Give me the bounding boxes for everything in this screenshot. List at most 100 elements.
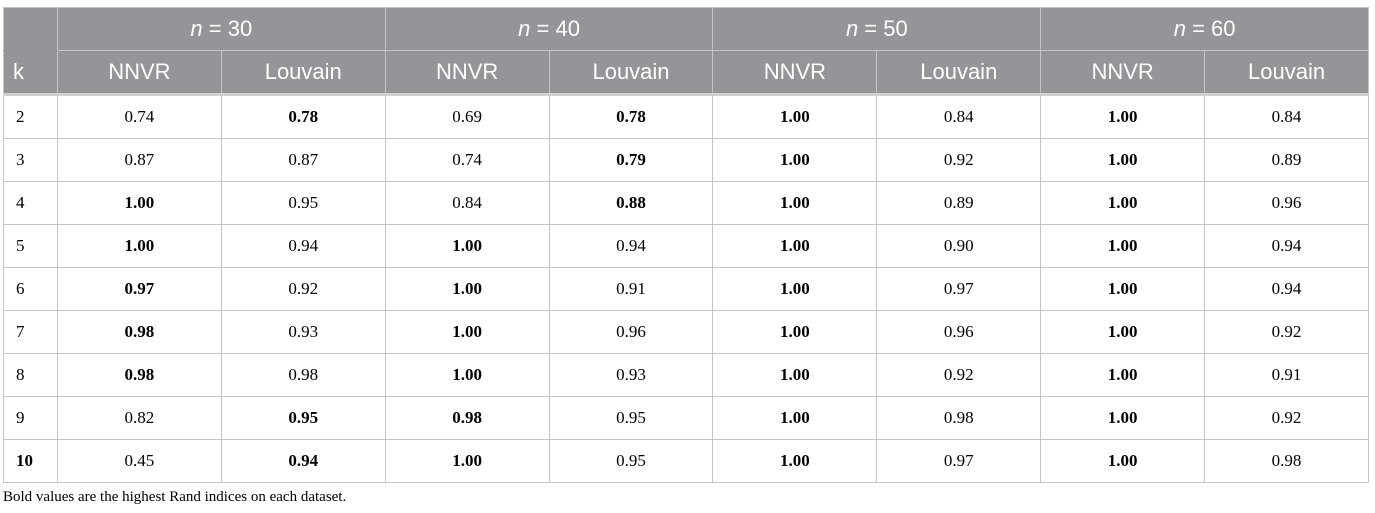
rand-index-cell: 0.92 — [1204, 310, 1369, 354]
k-value-cell: 5 — [3, 224, 58, 268]
k-value-cell: 8 — [3, 353, 58, 397]
k-value-cell: 9 — [3, 396, 58, 440]
rand-index-cell: 1.00 — [712, 181, 878, 225]
rand-index-cell: 1.00 — [384, 353, 550, 397]
rand-index-cell: 0.87 — [56, 138, 222, 182]
rand-index-cell: 0.94 — [220, 439, 386, 483]
table-row: 5 1.00 0.94 1.00 0.94 1.00 0.90 1.00 0.94 — [3, 224, 1369, 268]
table-row: 2 0.74 0.78 0.69 0.78 1.00 0.84 1.00 0.84 — [3, 94, 1369, 139]
rand-index-cell: 0.87 — [220, 138, 386, 182]
rand-index-cell: 0.96 — [876, 310, 1042, 354]
rand-index-cell: 0.74 — [384, 138, 550, 182]
rand-index-cell: 1.00 — [712, 267, 878, 311]
rand-index-cell: 1.00 — [384, 439, 550, 483]
rand-index-cell: 0.78 — [220, 94, 386, 139]
k-column-header: k — [3, 50, 58, 96]
group-header-row: n = 30 n = 40 n = 50 n = 60 — [3, 7, 1369, 51]
table-header: n = 30 n = 40 n = 50 n = 60 k NNVR Louva… — [3, 7, 1369, 96]
method-header-row: k NNVR Louvain NNVR Louvain NNVR Louvain… — [3, 50, 1369, 96]
rand-index-cell: 1.00 — [712, 224, 878, 268]
group-var: n — [190, 16, 203, 41]
rand-index-cell: 0.97 — [876, 439, 1042, 483]
rand-index-cell: 1.00 — [56, 224, 222, 268]
rand-index-cell: 1.00 — [384, 310, 550, 354]
method-header-louvain: Louvain — [548, 50, 714, 96]
rand-index-cell: 0.95 — [548, 439, 714, 483]
rand-index-cell: 1.00 — [1040, 138, 1206, 182]
rand-index-cell: 0.96 — [548, 310, 714, 354]
rand-index-cell: 1.00 — [1040, 267, 1206, 311]
rand-index-cell: 0.88 — [548, 181, 714, 225]
rand-index-cell: 1.00 — [384, 267, 550, 311]
k-value-cell: 4 — [3, 181, 58, 225]
rand-index-cell: 1.00 — [712, 310, 878, 354]
table-row: 7 0.98 0.93 1.00 0.96 1.00 0.96 1.00 0.92 — [3, 310, 1369, 354]
table-row: 3 0.87 0.87 0.74 0.79 1.00 0.92 1.00 0.89 — [3, 138, 1369, 182]
rand-index-cell: 0.93 — [220, 310, 386, 354]
rand-index-cell: 0.98 — [56, 310, 222, 354]
rand-index-cell: 1.00 — [712, 94, 878, 139]
rand-index-cell: 0.98 — [876, 396, 1042, 440]
rand-index-cell: 0.84 — [384, 181, 550, 225]
method-header-louvain: Louvain — [876, 50, 1042, 96]
k-value-cell: 3 — [3, 138, 58, 182]
group-header-n50: n = 50 — [712, 7, 1042, 51]
rand-index-cell: 0.79 — [548, 138, 714, 182]
group-value: = 60 — [1185, 16, 1236, 41]
group-header-n60: n = 60 — [1040, 7, 1369, 51]
table-row: 4 1.00 0.95 0.84 0.88 1.00 0.89 1.00 0.96 — [3, 181, 1369, 225]
rand-index-cell: 0.97 — [876, 267, 1042, 311]
method-header-nnvr: NNVR — [56, 50, 222, 96]
rand-index-cell: 0.84 — [876, 94, 1042, 139]
rand-index-cell: 1.00 — [712, 138, 878, 182]
rand-index-cell: 0.94 — [548, 224, 714, 268]
rand-index-cell: 0.45 — [56, 439, 222, 483]
rand-index-cell: 0.94 — [1204, 267, 1369, 311]
method-header-nnvr: NNVR — [1040, 50, 1206, 96]
rand-index-cell: 0.98 — [220, 353, 386, 397]
group-value: = 40 — [530, 16, 580, 41]
table-row: 8 0.98 0.98 1.00 0.93 1.00 0.92 1.00 0.91 — [3, 353, 1369, 397]
rand-index-cell: 0.84 — [1204, 94, 1369, 139]
rand-index-cell: 1.00 — [712, 353, 878, 397]
rand-index-table: n = 30 n = 40 n = 50 n = 60 k NNVR Louva… — [3, 7, 1369, 483]
rand-index-cell: 0.92 — [1204, 396, 1369, 440]
rand-index-cell: 0.92 — [220, 267, 386, 311]
rand-index-cell: 0.69 — [384, 94, 550, 139]
rand-index-cell: 0.89 — [1204, 138, 1369, 182]
rand-index-cell: 0.94 — [220, 224, 386, 268]
rand-index-cell: 1.00 — [712, 396, 878, 440]
group-var: n — [845, 16, 859, 41]
rand-index-cell: 0.97 — [56, 267, 222, 311]
rand-index-cell: 0.95 — [548, 396, 714, 440]
rand-index-cell: 0.89 — [876, 181, 1042, 225]
rand-index-cell: 1.00 — [56, 181, 222, 225]
rand-index-cell: 0.91 — [1204, 353, 1369, 397]
group-var: n — [1173, 16, 1186, 41]
group-value: = 30 — [202, 16, 253, 41]
rand-index-cell: 0.96 — [1204, 181, 1369, 225]
rand-index-cell: 0.92 — [876, 138, 1042, 182]
group-value: = 50 — [858, 16, 908, 41]
table-body: 2 0.74 0.78 0.69 0.78 1.00 0.84 1.00 0.84 3 0.87 0.… — [3, 94, 1369, 483]
rand-index-cell: 0.98 — [1204, 439, 1369, 483]
k-value-cell: 7 — [3, 310, 58, 354]
rand-index-cell: 1.00 — [1040, 94, 1206, 139]
rand-index-cell: 1.00 — [1040, 181, 1206, 225]
rand-index-cell: 0.82 — [56, 396, 222, 440]
rand-index-cell: 0.98 — [56, 353, 222, 397]
rand-index-cell: 0.95 — [220, 181, 386, 225]
method-header-nnvr: NNVR — [384, 50, 550, 96]
rand-index-cell: 0.90 — [876, 224, 1042, 268]
k-value-cell: 6 — [3, 267, 58, 311]
rand-index-cell: 0.78 — [548, 94, 714, 139]
k-value-cell: 2 — [3, 94, 58, 139]
rand-index-cell: 1.00 — [1040, 310, 1206, 354]
rand-index-cell: 0.93 — [548, 353, 714, 397]
rand-index-cell: 1.00 — [384, 224, 550, 268]
table-footnote: Bold values are the highest Rand indices… — [3, 489, 347, 505]
rand-index-cell: 1.00 — [1040, 353, 1206, 397]
method-header-louvain: Louvain — [1204, 50, 1369, 96]
header-corner-cell — [3, 7, 58, 51]
rand-index-cell: 1.00 — [1040, 439, 1206, 483]
